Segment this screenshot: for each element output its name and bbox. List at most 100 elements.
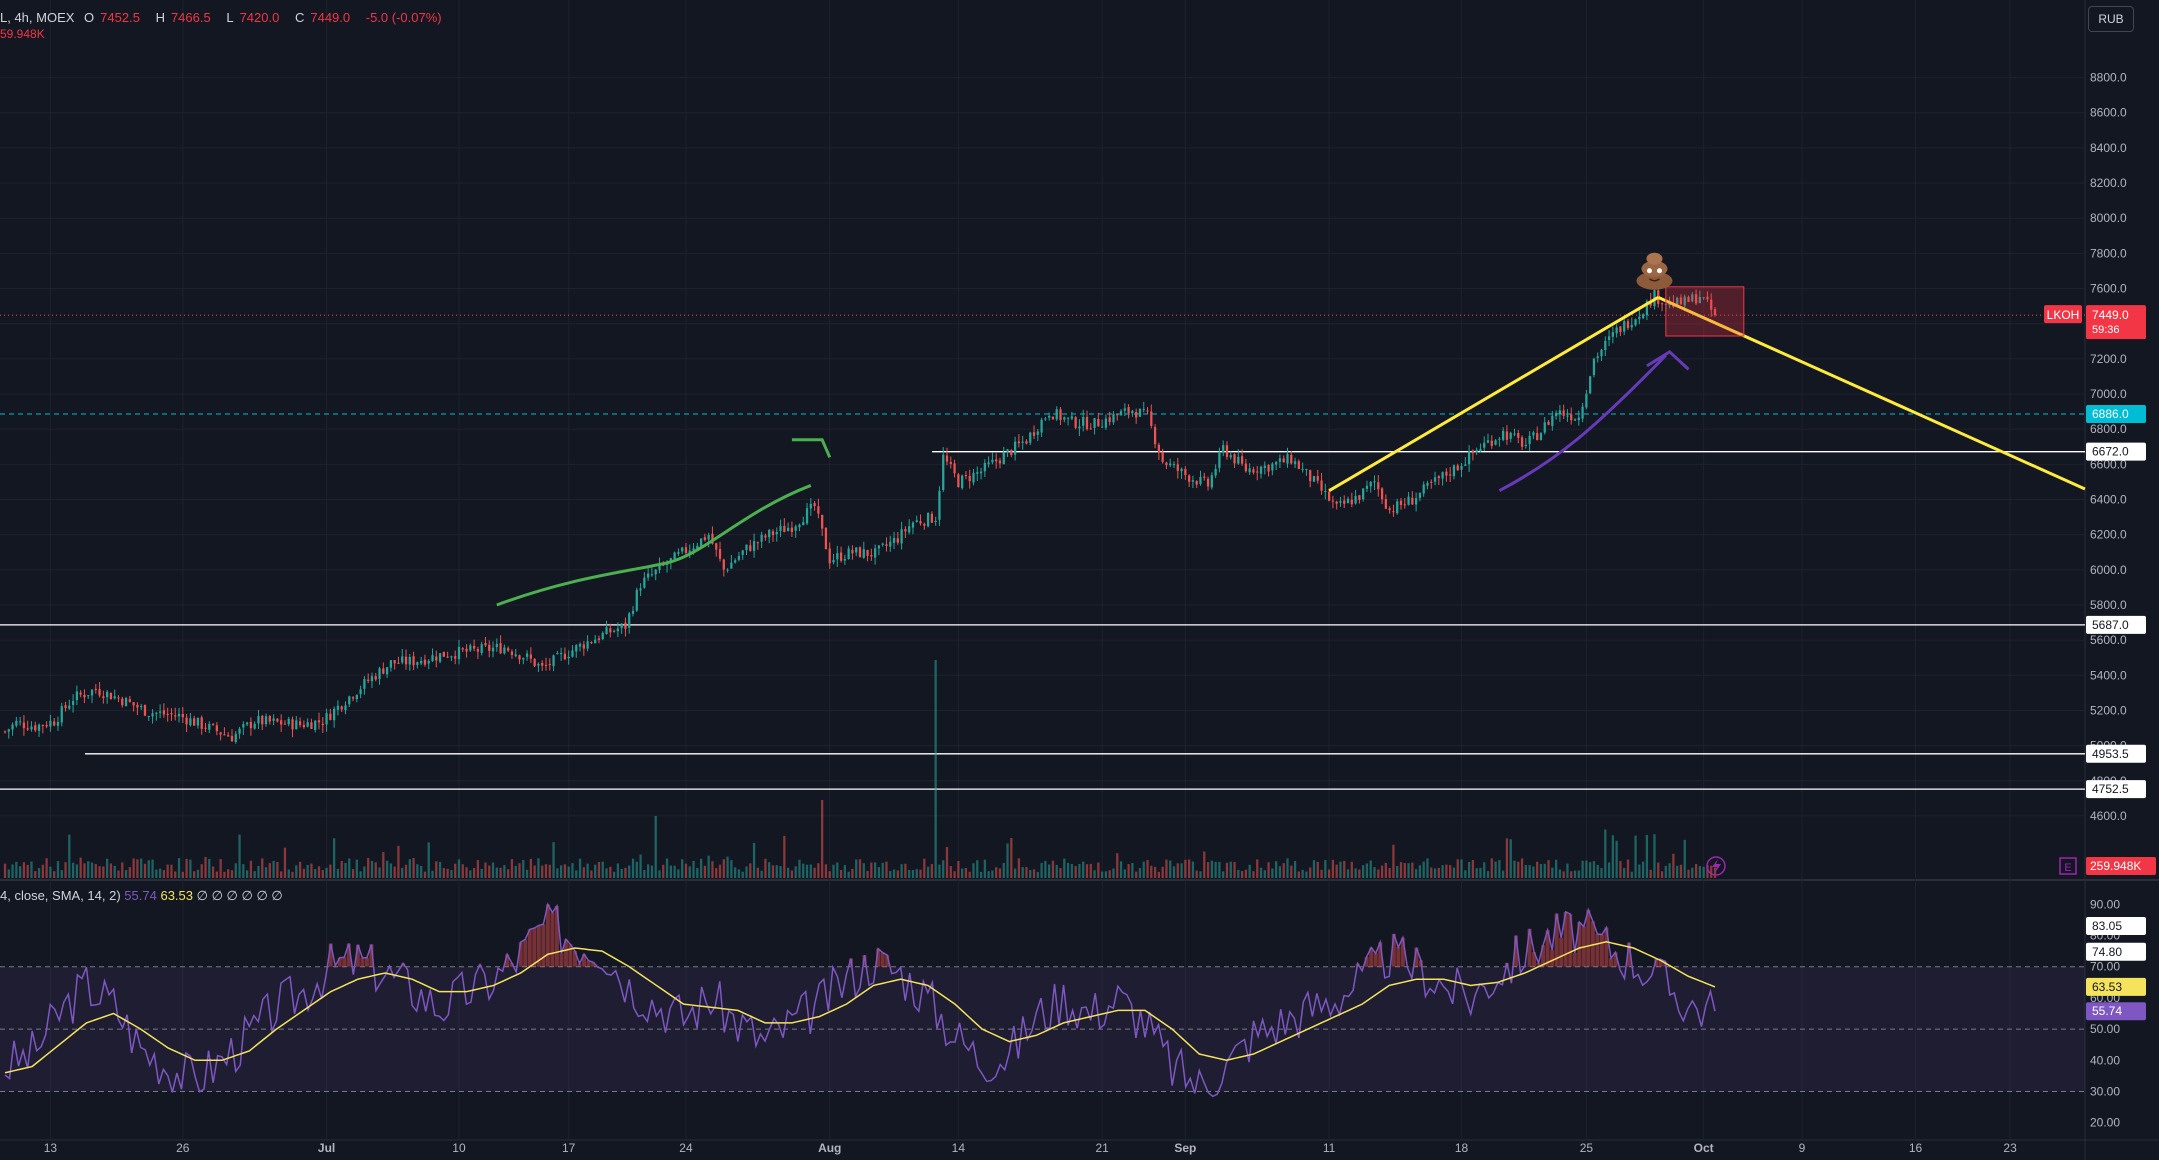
volume-bar	[1558, 869, 1562, 878]
level-badge: 4752.5	[2092, 782, 2129, 796]
candle-body	[1365, 485, 1369, 489]
candle-body	[211, 723, 215, 725]
volume-bar	[1611, 835, 1614, 878]
candle-body	[264, 716, 268, 725]
candle-body	[858, 547, 862, 558]
volume-bar	[896, 870, 899, 878]
volume-bar	[1645, 834, 1649, 878]
volume-bar	[923, 858, 926, 878]
candle-body	[866, 549, 869, 556]
volume-bar	[699, 858, 703, 878]
volume-bar	[200, 864, 203, 878]
volume-bar	[1581, 860, 1584, 878]
time-tick-label: 14	[952, 1141, 966, 1155]
candle-body	[571, 650, 574, 657]
candle-body	[1320, 480, 1323, 491]
candle-body	[170, 713, 173, 715]
volume-bar	[60, 870, 63, 878]
candle-body	[703, 537, 707, 541]
volume-bar	[280, 871, 283, 878]
volume-bar	[802, 863, 805, 878]
candle-body	[1471, 450, 1475, 454]
volume-bar	[457, 859, 461, 878]
candle-body	[3, 731, 7, 733]
volume-bar	[794, 866, 797, 878]
candle-body	[1135, 412, 1138, 418]
volume-bar	[370, 860, 374, 878]
volume-bar	[1407, 863, 1410, 878]
volume-bar	[949, 866, 952, 878]
volume-bar	[1630, 871, 1633, 878]
candle-body	[317, 720, 321, 723]
volume-bar	[1467, 861, 1471, 878]
volume-bar	[639, 854, 642, 878]
candle-body	[1543, 422, 1546, 433]
candle-body	[435, 656, 438, 661]
volume-bar	[71, 862, 75, 878]
candle-body	[1119, 411, 1123, 416]
volume-bar	[41, 864, 44, 878]
volume-bar	[1437, 867, 1440, 878]
volume-bar	[919, 869, 922, 878]
volume-bar	[397, 845, 400, 878]
candle-body	[1327, 491, 1331, 501]
candle-body	[1694, 294, 1698, 304]
candle-body	[707, 534, 710, 540]
candle-body	[276, 718, 279, 722]
candle-body	[1494, 440, 1497, 445]
volume-bar	[529, 858, 532, 878]
volume-bar	[321, 870, 324, 878]
candle-body	[1100, 426, 1104, 428]
volume-bar	[378, 867, 381, 878]
candle-body	[1403, 504, 1406, 506]
volume-bar	[1373, 867, 1376, 878]
candle-body	[136, 704, 139, 708]
volume-bar	[193, 871, 196, 878]
volume-bar	[1070, 864, 1073, 878]
candle-body	[1456, 465, 1459, 471]
price-tick-label: 6200.0	[2090, 528, 2127, 542]
volume-bar	[533, 865, 536, 878]
candle-body	[957, 474, 960, 488]
volume-bar	[790, 870, 794, 878]
candle-body	[1116, 414, 1119, 416]
candle-body	[287, 718, 290, 725]
candle-body	[34, 725, 37, 731]
volume-badge: 259.948K	[2090, 859, 2141, 873]
volume-bar	[1683, 839, 1686, 878]
volume-bar	[1460, 859, 1463, 878]
candle-body	[847, 548, 850, 560]
volume-bar	[344, 862, 347, 878]
time-tick-label: Aug	[818, 1141, 841, 1155]
time-axis[interactable]: 13 26 Jul 10 17 24 Aug 14 21 Sep 11 18 25 Oct 9 16 23	[44, 1141, 2017, 1155]
poop-icon-eye	[1646, 268, 1652, 274]
candle-body	[601, 632, 604, 639]
candle-body	[230, 735, 234, 742]
volume-bar	[1623, 868, 1626, 878]
volume-bar	[1343, 860, 1346, 878]
candle-body	[457, 646, 461, 660]
candle-body	[393, 660, 396, 664]
volume-bar	[3, 863, 7, 878]
candle-body	[862, 549, 865, 558]
volume-bar	[1498, 860, 1501, 878]
price-tick-label: 5200.0	[2090, 703, 2127, 717]
volume-bar	[1392, 844, 1395, 878]
volume-bar	[892, 869, 896, 878]
candle-body	[1611, 332, 1614, 337]
candle-body	[1373, 481, 1376, 483]
candle-body	[1384, 499, 1387, 509]
currency-button[interactable]: RUB	[2088, 6, 2134, 32]
volume-bar	[1074, 866, 1077, 878]
candle-body	[790, 527, 794, 532]
volume-bar	[836, 862, 839, 878]
volume-bar	[605, 868, 608, 878]
volume-bar	[1346, 869, 1350, 878]
candle-body	[1297, 461, 1300, 470]
volume-bar	[991, 870, 994, 878]
volume-bar	[673, 865, 676, 878]
volume-bar	[314, 869, 317, 878]
candle-body	[106, 691, 109, 698]
volume-bar	[525, 869, 529, 878]
purple-trend-arrow	[1498, 354, 1667, 493]
